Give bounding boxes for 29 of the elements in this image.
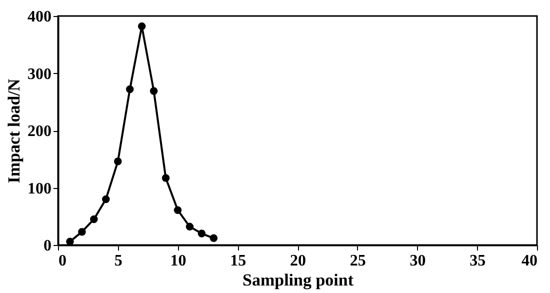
y-tick-label: 0 xyxy=(44,238,52,254)
point xyxy=(138,22,146,30)
point xyxy=(210,234,218,242)
point xyxy=(90,215,98,224)
point xyxy=(174,206,182,214)
point xyxy=(114,158,122,166)
y-tick-label: 400 xyxy=(28,8,52,26)
y-tick-label: 300 xyxy=(28,66,52,83)
y-tick-label: 100 xyxy=(28,180,52,198)
x-tick-label: 30 xyxy=(410,252,426,270)
point xyxy=(186,222,194,231)
point xyxy=(162,174,170,182)
y-tick-label: 200 xyxy=(28,123,52,140)
x-tick-label: 0 xyxy=(58,252,66,270)
x-tick-label: 5 xyxy=(114,252,122,270)
x-axis-title: Sampling point xyxy=(242,270,354,290)
x-tick-label: 25 xyxy=(350,252,366,270)
point xyxy=(78,228,86,236)
x-tick-label: 35 xyxy=(470,252,486,270)
x-tick-label: 40 xyxy=(522,252,538,270)
y-axis-title: Impact load/N xyxy=(4,78,24,184)
x-tick-label: 10 xyxy=(170,252,186,270)
point xyxy=(150,87,158,95)
x-tick-label: 20 xyxy=(290,252,306,270)
x-tick-label: 15 xyxy=(230,252,246,270)
point xyxy=(102,195,110,204)
point xyxy=(198,230,206,238)
point xyxy=(66,238,74,246)
point xyxy=(126,85,134,94)
